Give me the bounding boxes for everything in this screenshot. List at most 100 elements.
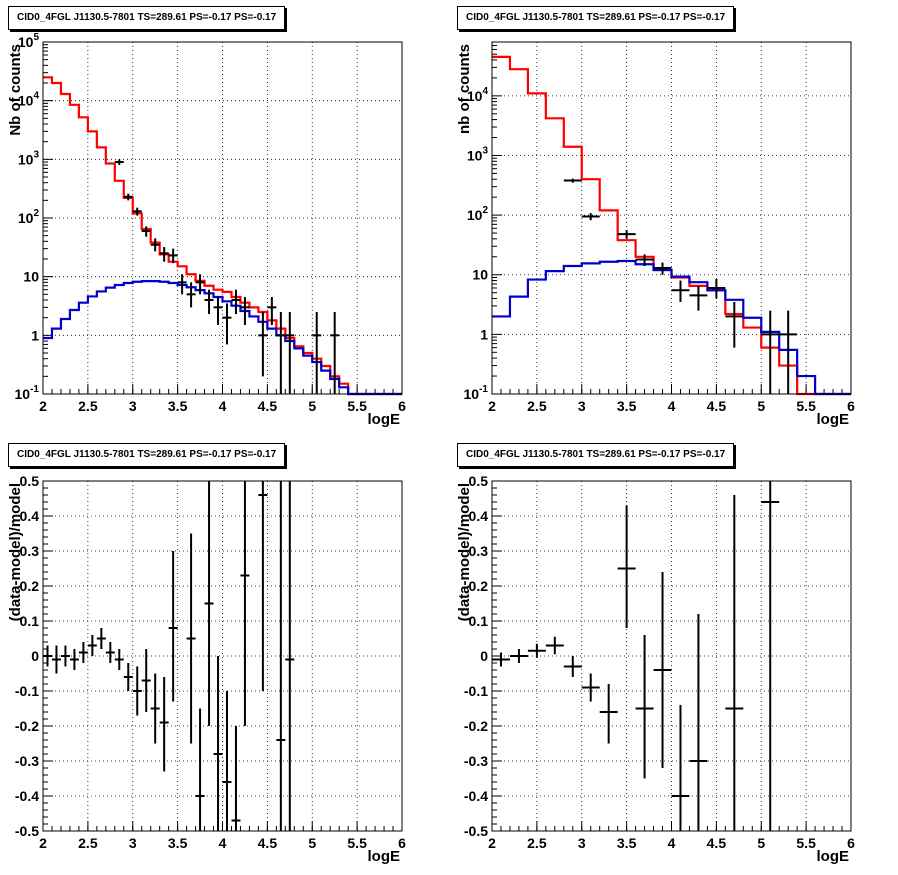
y-axis-label: (data-model)/model xyxy=(456,483,473,621)
plot-frame xyxy=(42,41,403,395)
data-point xyxy=(509,649,528,663)
y-tick-label: 0.5 xyxy=(469,473,489,489)
data-point xyxy=(222,303,232,345)
x-tick-label: 2 xyxy=(39,398,47,414)
data-point xyxy=(141,226,151,237)
x-tick-label: 5 xyxy=(308,398,316,414)
x-tick-label: 4.5 xyxy=(258,398,278,414)
y-tick-label: 0.1 xyxy=(469,613,489,629)
x-tick-label: 3.5 xyxy=(617,835,637,851)
y-tick-label: -0.5 xyxy=(15,823,39,839)
y-tick-label: 0.4 xyxy=(20,508,40,524)
data-point xyxy=(43,645,52,667)
data-point xyxy=(132,666,142,716)
data-point xyxy=(285,311,295,394)
data-point xyxy=(231,726,241,831)
data-point xyxy=(563,656,582,677)
x-axis-label: logE xyxy=(817,411,850,428)
x-tick-label: 4 xyxy=(668,835,676,851)
data-point xyxy=(725,301,744,348)
plot-frame xyxy=(42,480,403,832)
data-point xyxy=(168,248,178,264)
data-point xyxy=(545,636,564,655)
data-point xyxy=(617,230,636,239)
x-tick-label: 2.5 xyxy=(527,835,547,851)
data-point xyxy=(114,649,124,670)
y-tick-label: 0.3 xyxy=(20,543,40,559)
y-tick-exponent: 3 xyxy=(33,149,39,160)
y-tick-label: 10 xyxy=(472,267,488,283)
plot-frame xyxy=(491,41,852,395)
data-point xyxy=(168,551,178,702)
x-tick-label: 2 xyxy=(488,835,496,851)
y-tick-exponent: 2 xyxy=(482,205,488,216)
data-point xyxy=(671,705,690,831)
plot-1: 2 2.5 3 3.5 4 4.5 5 5.5 610-1110102103104logEnb … xyxy=(456,41,855,428)
x-tick-label: 5.5 xyxy=(796,398,816,414)
plot-frame xyxy=(491,480,852,832)
y-tick-label: 0.1 xyxy=(20,613,40,629)
data-point xyxy=(105,642,115,663)
y-axis-label: Nb of counts xyxy=(7,44,24,136)
data-point xyxy=(258,311,268,377)
data-point xyxy=(258,481,268,691)
data-point xyxy=(276,311,286,394)
data-point xyxy=(563,178,582,183)
data-point xyxy=(213,656,223,831)
x-tick-label: 6 xyxy=(847,835,855,851)
data-point xyxy=(599,684,618,744)
x-tick-label: 2 xyxy=(488,398,496,414)
source-model-line xyxy=(492,259,851,396)
x-tick-label: 5.5 xyxy=(347,835,367,851)
x-tick-label: 6 xyxy=(398,398,406,414)
pad-title-bottom-left: CID0_4FGL J1130.5-7801 TS=289.61 PS=-0.1… xyxy=(8,443,286,467)
y-axis-label: nb of counts xyxy=(456,44,473,134)
y-tick-exponent: 3 xyxy=(482,145,488,156)
data-point xyxy=(779,310,798,394)
data-point xyxy=(285,481,295,831)
x-tick-label: 6 xyxy=(847,398,855,414)
y-tick-label: 10-1 xyxy=(15,384,40,402)
data-point xyxy=(87,635,97,656)
data-point xyxy=(527,643,546,658)
y-tick-label: -0.3 xyxy=(464,753,488,769)
x-tick-label: 4.5 xyxy=(258,835,278,851)
y-tick-label: -0.1 xyxy=(464,683,488,699)
x-axis-label: logE xyxy=(817,848,850,865)
x-tick-label: 4.5 xyxy=(707,835,727,851)
x-tick-label: 3 xyxy=(578,835,586,851)
y-tick-label: 0.2 xyxy=(469,578,489,594)
data-point xyxy=(240,481,250,726)
data-point xyxy=(653,572,672,768)
data-point xyxy=(635,635,654,779)
y-tick-exponent: -1 xyxy=(30,384,39,395)
data-point xyxy=(159,247,169,262)
y-tick-label: 103 xyxy=(18,149,40,167)
y-tick-label: -0.2 xyxy=(15,718,39,734)
y-tick-label: 1 xyxy=(480,326,488,342)
data-point xyxy=(204,481,214,726)
x-tick-label: 3 xyxy=(129,835,137,851)
y-tick-label: -0.4 xyxy=(464,788,488,804)
data-point xyxy=(114,159,124,166)
y-tick-label: 0.2 xyxy=(20,578,40,594)
y-tick-label: 103 xyxy=(467,145,489,163)
data-point xyxy=(231,289,241,315)
pad-title-top-right: CID0_4FGL J1130.5-7801 TS=289.61 PS=-0.1… xyxy=(457,6,735,30)
data-point xyxy=(240,297,250,326)
data-point xyxy=(69,649,79,670)
x-axis-label: logE xyxy=(368,411,401,428)
data-point xyxy=(186,533,196,744)
data-point xyxy=(276,481,286,831)
total-model-line xyxy=(492,55,851,396)
y-tick-label: 0.4 xyxy=(469,508,489,524)
data-point xyxy=(141,649,151,712)
plot-0: 2 2.5 3 3.5 4 4.5 5 5.5 610-1110102103104105logE… xyxy=(7,32,406,428)
y-tick-exponent: -1 xyxy=(479,384,488,395)
y-tick-label: -0.4 xyxy=(15,788,39,804)
y-tick-label: 0 xyxy=(31,648,39,664)
data-point xyxy=(96,628,106,649)
x-tick-label: 5 xyxy=(757,398,765,414)
y-tick-label: 1 xyxy=(31,327,39,343)
